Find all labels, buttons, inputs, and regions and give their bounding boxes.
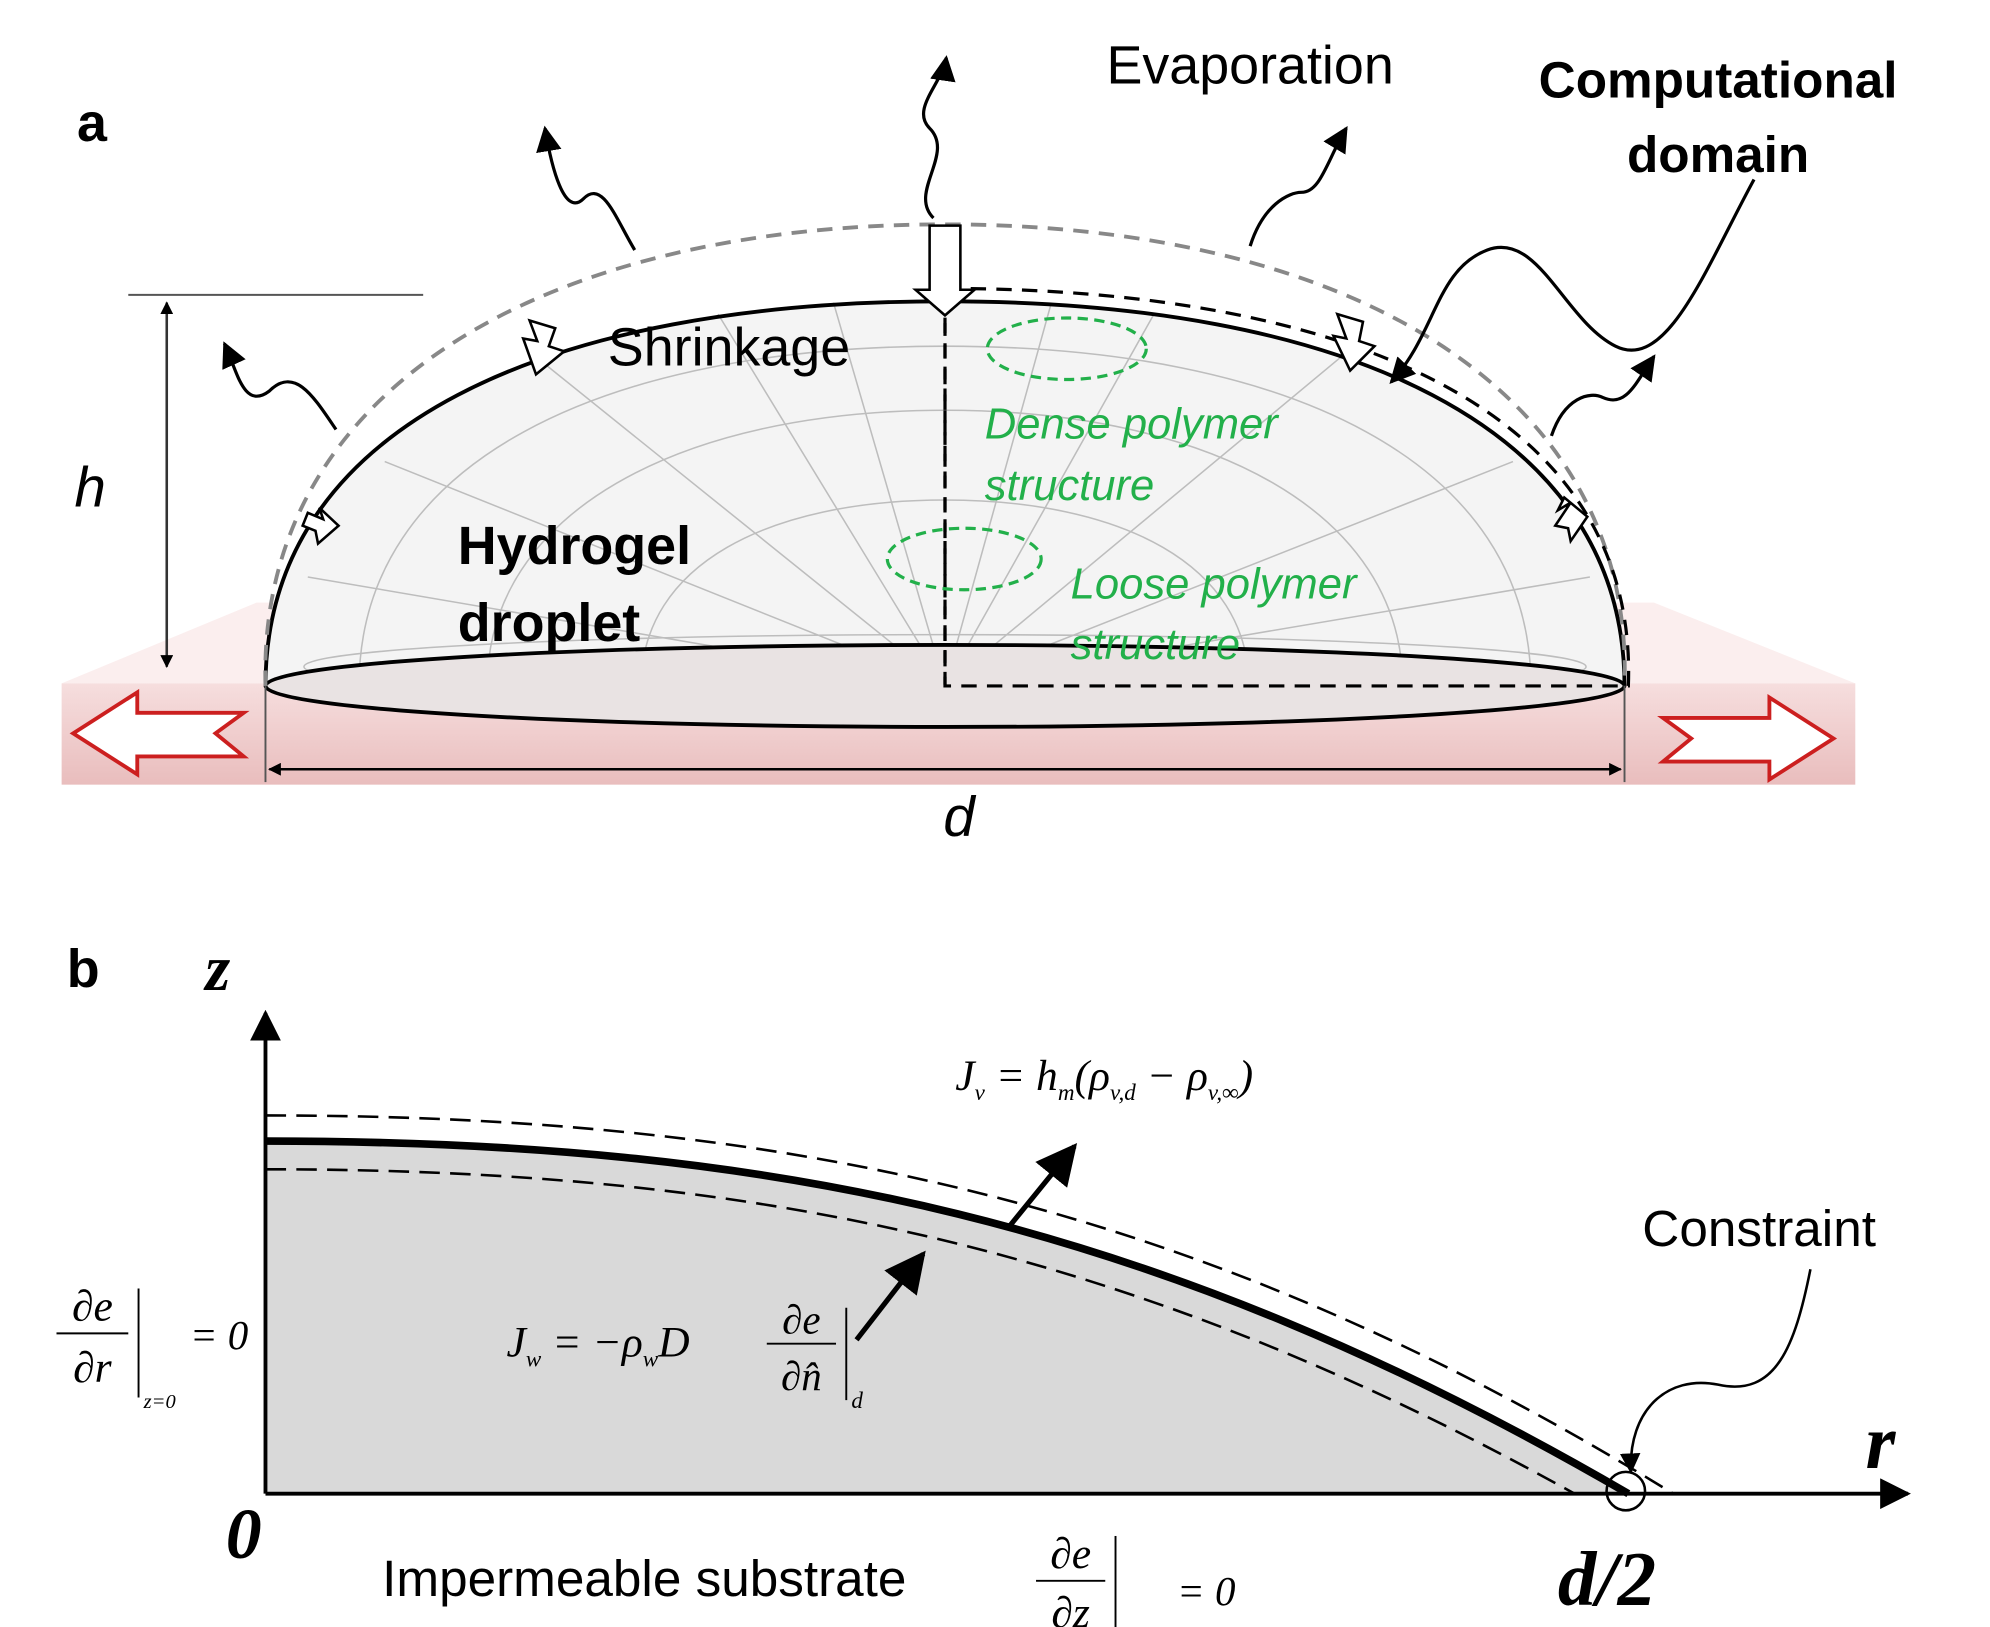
vapor-flux-equation: Jv = hm(ρv,d − ρv,∞) [955, 1052, 1253, 1105]
domain-label: Computational [1539, 51, 1898, 108]
loose-label: Loose polymer [1071, 561, 1358, 609]
constraint-label: Constraint [1642, 1200, 1876, 1257]
eq-part: = 0 [190, 1312, 248, 1358]
domain-area [265, 1141, 1628, 1494]
substrate-label: Impermeable substrate [382, 1550, 906, 1607]
eq-part: = −ρ [541, 1318, 643, 1366]
eq-part: = h [985, 1052, 1058, 1100]
domain-label: domain [1627, 126, 1809, 183]
shrinkage-label: Shrinkage [608, 317, 850, 377]
diameter-label: d [943, 785, 976, 848]
droplet-label: Hydrogel [458, 516, 691, 576]
fraction-numerator: ∂e [1050, 1530, 1091, 1578]
eq-sub: v,∞ [1208, 1079, 1239, 1105]
dense-label: structure [985, 462, 1155, 510]
loose-label: structure [1071, 621, 1241, 669]
eq-sub: w [643, 1346, 659, 1372]
eq-sub: m [1058, 1079, 1075, 1105]
figure: a h d Evaporation Computational domain S… [0, 0, 1990, 1627]
panel-label: a [77, 93, 108, 153]
z-axis-label: z [203, 933, 230, 1004]
fraction-denominator: ∂z [1051, 1589, 1090, 1627]
fraction-denominator: ∂r [73, 1344, 113, 1392]
fraction-denominator: ∂n̂ [781, 1353, 822, 1399]
fraction-numerator: ∂e [782, 1296, 820, 1342]
eq-sub: d [851, 1387, 863, 1413]
r-axis-label: r [1866, 1399, 1897, 1485]
eq-part: D [657, 1318, 689, 1366]
fraction-numerator: ∂e [72, 1283, 113, 1331]
eq-sub: v,d [1110, 1079, 1136, 1105]
droplet-label: droplet [458, 593, 640, 653]
eq-part: (ρ [1075, 1052, 1110, 1100]
eq-part: = 0 [1177, 1568, 1235, 1614]
half-diameter-label: d/2 [1558, 1536, 1656, 1622]
height-label: h [74, 455, 105, 518]
constraint-pointer [1631, 1269, 1811, 1472]
eq-sub: z=0 [143, 1391, 176, 1413]
evaporation-label: Evaporation [1106, 35, 1393, 95]
eq-sub: w [526, 1346, 542, 1372]
dense-label: Dense polymer [985, 400, 1280, 448]
origin-label: 0 [226, 1494, 262, 1574]
eq-part: ) [1236, 1052, 1254, 1100]
panel-label: b [67, 939, 100, 999]
eq-part: − ρ [1136, 1052, 1208, 1100]
page: a h d Evaporation Computational domain S… [0, 0, 1990, 1627]
domain-pointer [1391, 179, 1754, 382]
